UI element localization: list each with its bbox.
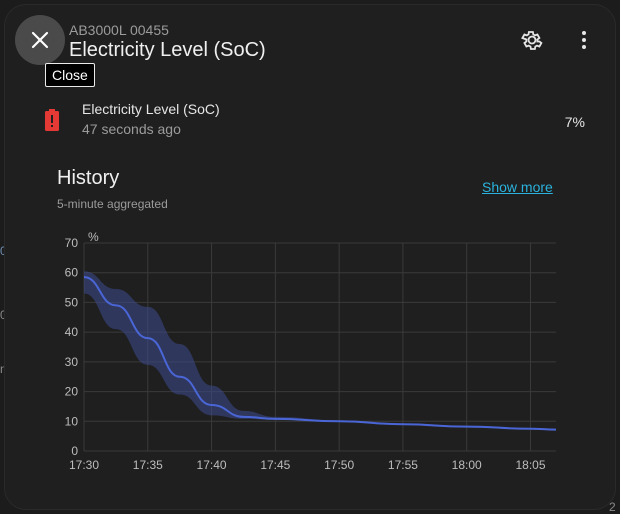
close-tooltip: Close	[45, 63, 95, 87]
y-tick-label: 60	[65, 266, 79, 280]
device-name: AB3000L 00455	[69, 22, 169, 38]
close-icon	[31, 31, 49, 49]
y-axis-unit: %	[88, 230, 99, 244]
show-more-link[interactable]: Show more	[482, 179, 553, 195]
x-tick-label: 17:45	[260, 458, 290, 472]
dialog-title: Electricity Level (SoC)	[69, 39, 266, 61]
y-tick-label: 70	[65, 236, 79, 250]
y-tick-label: 0	[71, 444, 78, 458]
more-info-dialog: AB3000L 00455 Electricity Level (SoC) Cl…	[4, 4, 616, 510]
background-link-fragment: 0	[0, 244, 7, 258]
min-max-band	[84, 271, 556, 431]
last-changed: 47 seconds ago	[82, 121, 181, 137]
x-tick-label: 17:35	[133, 458, 163, 472]
x-tick-label: 18:05	[515, 458, 545, 472]
more-vert-icon	[582, 31, 586, 49]
y-tick-label: 50	[65, 295, 79, 309]
close-button[interactable]	[15, 15, 65, 65]
y-tick-label: 20	[65, 385, 79, 399]
y-tick-label: 10	[65, 414, 79, 428]
history-subtitle: 5-minute aggregated	[57, 197, 168, 211]
settings-button[interactable]	[515, 23, 549, 57]
history-chart: 0 10 20 30 40 50 60 70 17:30 17:35 17:40 17:45 17:50…	[65, 230, 557, 472]
entity-state-row: Electricity Level (SoC) 47 seconds ago 7…	[45, 101, 605, 141]
state-name: Electricity Level (SoC)	[82, 101, 220, 117]
x-tick-label: 17:55	[388, 458, 418, 472]
x-tick-label: 18:00	[452, 458, 482, 472]
series-line	[83, 276, 557, 431]
background-text-fragment: n	[0, 362, 7, 376]
background-text-fragment: 2	[609, 500, 616, 514]
x-tick-label: 17:40	[197, 458, 227, 472]
history-heading: History	[57, 167, 120, 189]
more-options-button[interactable]	[567, 23, 601, 57]
x-tick-label: 17:30	[69, 458, 99, 472]
y-tick-label: 40	[65, 325, 79, 339]
gear-icon	[521, 31, 543, 50]
background-text-fragment: 0	[0, 308, 7, 322]
battery-alert-icon	[45, 109, 59, 131]
x-tick-label: 17:50	[324, 458, 354, 472]
state-value: 7%	[564, 114, 585, 130]
y-tick-label: 30	[65, 355, 79, 369]
